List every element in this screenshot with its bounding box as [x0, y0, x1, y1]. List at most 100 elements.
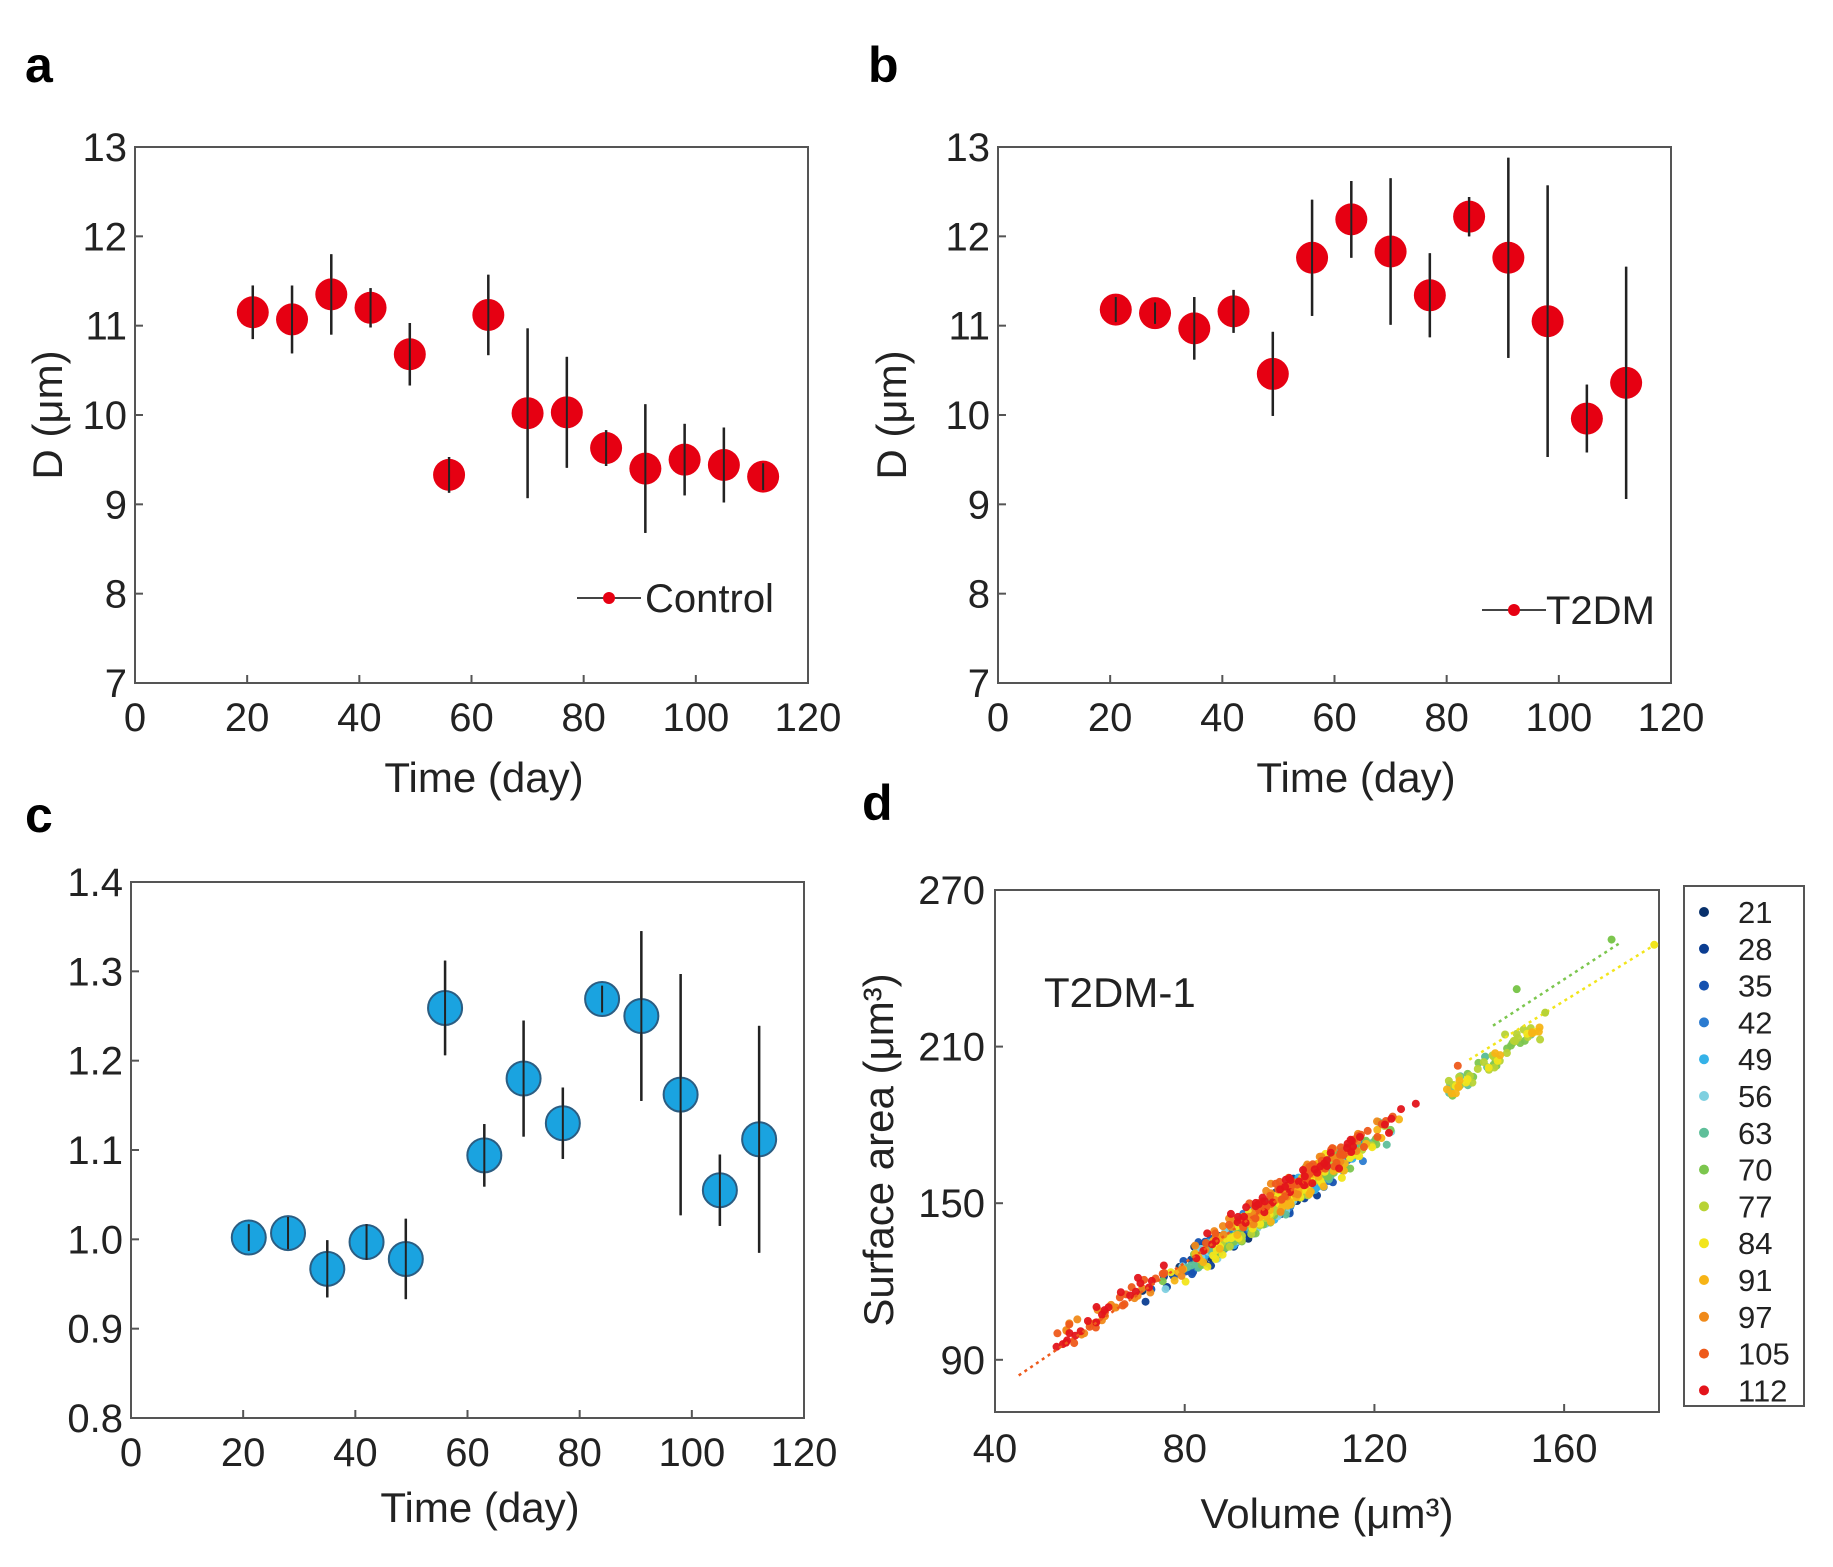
panel-d-ytick-label: 270 — [918, 869, 985, 913]
panel-d-frame — [994, 889, 1660, 1413]
panel-d-cell-point — [1161, 1285, 1170, 1294]
panel-d-colorbar-swatch — [1699, 1348, 1709, 1359]
panel-d-trendlines — [1018, 935, 1660, 1377]
panel-d-colorbar-label: 70 — [1738, 1153, 1772, 1188]
panel-d-cell-point — [1076, 1327, 1085, 1336]
panel-d-cell-point — [1502, 1049, 1511, 1058]
panel-d-colorbar-label: 28 — [1738, 932, 1772, 967]
panel-a-ytick-label: 9 — [105, 483, 127, 527]
panel-b-chart: 0 20 40 60 80 100 120 7 8 9 10 11 12 13 T2DM Time (da… — [868, 126, 1704, 801]
panel-d-cell-point — [1337, 1173, 1346, 1182]
panel-d-cell-point — [1373, 1132, 1382, 1141]
panel-d-cell-point — [1380, 1120, 1389, 1129]
panel-d-cell-point — [1053, 1329, 1062, 1338]
panel-d-cell-point — [1387, 1114, 1396, 1123]
panel-a-points — [236, 254, 780, 533]
panel-d-cell-point — [1346, 1164, 1355, 1173]
panel-c-ytick-label: 1.2 — [67, 1040, 123, 1084]
panel-c-points — [230, 931, 778, 1300]
panel-b-ylabel: D (μm) — [868, 350, 915, 479]
panel-d-cell-point — [1479, 1058, 1488, 1067]
panel-c-xtick-label: 100 — [658, 1431, 725, 1475]
panel-d-xtick-label: 40 — [973, 1427, 1018, 1471]
panel-d-colorbar-swatch — [1699, 1054, 1709, 1065]
panel-d-outlier-point — [1541, 1008, 1550, 1017]
panel-d-colorbar-frame — [1683, 885, 1805, 1407]
panel-d-cell-point — [1411, 1099, 1420, 1108]
panel-d-cell-point — [1211, 1229, 1220, 1238]
panel-a-ticks: 0 20 40 60 80 100 120 7 8 9 10 11 12 13 — [83, 126, 842, 740]
panel-d-cell-point — [1215, 1244, 1224, 1253]
panel-d-cell-point — [1240, 1212, 1249, 1221]
panel-c-ytick-label: 0.9 — [67, 1308, 123, 1352]
panel-d-colorbar-swatch — [1699, 1017, 1709, 1028]
panel-d-cell-point — [1308, 1179, 1317, 1188]
panel-a-chart: 0 20 40 60 80 100 120 7 8 9 10 11 12 13 Control Time … — [24, 126, 841, 801]
panel-d-trendline-orange — [1018, 1181, 1304, 1377]
panel-d-colorbar-label: 35 — [1738, 969, 1772, 1004]
panel-d-colorbar-label: 42 — [1738, 1005, 1772, 1040]
panel-d-cell-point — [1346, 1135, 1355, 1144]
panel-d-cell-point — [1065, 1320, 1074, 1329]
panel-b-ytick-label: 12 — [946, 215, 991, 259]
panel-d-cell-point — [1339, 1150, 1348, 1159]
panel-c-xtick-label: 120 — [771, 1431, 838, 1475]
panel-d-cell-point — [1306, 1187, 1315, 1196]
panel-c-ytick-label: 1.4 — [67, 861, 123, 905]
panel-c-ytick-label: 1.1 — [67, 1129, 123, 1173]
panel-d-cell-point — [1131, 1287, 1140, 1296]
panel-d-colorbar-label: 91 — [1738, 1263, 1772, 1298]
panel-d-cell-point — [1473, 1064, 1482, 1073]
panel-d-colorbar-label: 84 — [1738, 1226, 1772, 1261]
panel-d-cell-point — [1233, 1230, 1242, 1239]
panel-c-xtick-label: 80 — [557, 1431, 602, 1475]
panel-a-xlabel: Time (day) — [384, 754, 583, 801]
panel-d-colorbar-swatch — [1699, 907, 1709, 917]
panel-c-xtick-label: 20 — [221, 1431, 266, 1475]
panel-d-trendline-green — [1492, 941, 1622, 1027]
panel-d-xtick-label: 120 — [1341, 1427, 1408, 1471]
panel-d-colorbar-swatch — [1699, 1311, 1709, 1322]
panel-d-cell-point — [1326, 1148, 1335, 1157]
panel-c-xtick-label: 60 — [445, 1431, 490, 1475]
panel-d-xlabel: Volume (μm³) — [1201, 1490, 1454, 1537]
panel-d-cell-point — [1070, 1339, 1079, 1348]
panel-d-cell-point — [1281, 1182, 1290, 1191]
panel-d-cell-point — [1384, 1128, 1393, 1137]
panel-d-cell-point — [1363, 1126, 1372, 1135]
panel-d-cell-point — [1071, 1331, 1080, 1340]
panel-b-legend-marker — [1508, 604, 1520, 616]
panel-b-xtick-label: 100 — [1525, 696, 1592, 740]
panel-b-xtick-label: 40 — [1200, 696, 1245, 740]
panel-d-colorbar-swatch — [1699, 1091, 1709, 1101]
panel-d-cell-point — [1266, 1191, 1275, 1200]
panel-d-cell-point — [1455, 1076, 1464, 1085]
panel-letter-b: b — [868, 37, 899, 93]
panel-d-cell-point — [1266, 1217, 1275, 1226]
panel-d-cell-point — [1116, 1288, 1125, 1297]
panel-d-cell-point — [1536, 1035, 1545, 1044]
panel-c-xlabel: Time (day) — [380, 1484, 579, 1531]
panel-c-xtick-label: 40 — [333, 1431, 378, 1475]
panel-b-xtick-label: 60 — [1312, 696, 1357, 740]
panel-d-point-cloud — [1052, 1023, 1545, 1351]
panel-letter-c: c — [25, 787, 53, 843]
panel-d-cell-point — [1373, 1125, 1382, 1134]
panel-d-trendline-yellow — [1468, 941, 1660, 1061]
panel-d-cell-point — [1159, 1261, 1168, 1270]
panel-d-cell-point — [1258, 1193, 1267, 1202]
panel-d-cell-point — [1052, 1342, 1061, 1351]
panel-a-ytick-label: 12 — [83, 215, 128, 259]
panel-b-xtick-label: 120 — [1638, 696, 1705, 740]
panel-d-colorbar-swatch — [1699, 1385, 1709, 1396]
panel-c-ytick-label: 1.3 — [67, 950, 123, 994]
panel-d-cell-point — [1104, 1303, 1113, 1312]
panel-a-xtick-label: 20 — [225, 696, 270, 740]
panel-a-ytick-label: 13 — [83, 126, 128, 170]
panel-a-ytick-label: 8 — [105, 573, 127, 617]
panel-b-xtick-label: 20 — [1088, 696, 1133, 740]
panel-a-ytick-label: 11 — [85, 305, 127, 349]
panel-b-points — [1099, 157, 1643, 499]
panel-b-ticks: 0 20 40 60 80 100 120 7 8 9 10 11 12 13 — [946, 126, 1705, 740]
